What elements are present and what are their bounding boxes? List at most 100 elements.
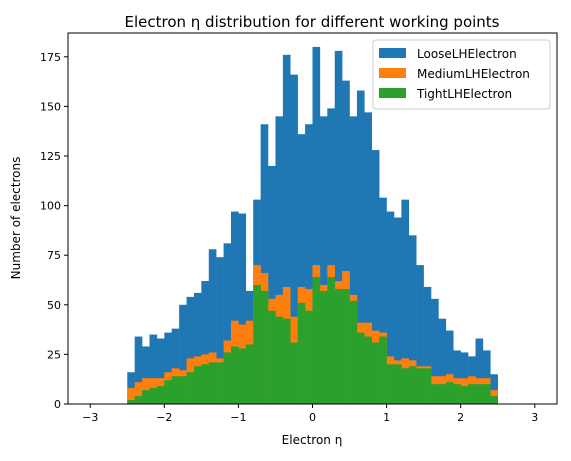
bar-LooseLHElectron-42 xyxy=(438,318,447,404)
bar-LooseLHElectron-39 xyxy=(416,265,424,404)
bar-LooseLHElectron-2 xyxy=(142,346,150,404)
y-tick-label: 50 xyxy=(47,299,61,312)
bar-TightLHElectron-21 xyxy=(282,318,291,404)
bar-TightLHElectron-36 xyxy=(394,364,402,404)
bar-TightLHElectron-31 xyxy=(356,332,365,404)
bar-LooseLHElectron-24 xyxy=(305,124,313,404)
bar-TightLHElectron-19 xyxy=(268,310,276,404)
x-axis-label: Electron η xyxy=(282,433,343,447)
bar-LooseLHElectron-20 xyxy=(275,116,284,404)
x-tick-label: 1 xyxy=(383,411,390,424)
x-tick-label: 2 xyxy=(457,411,464,424)
legend-frame xyxy=(372,39,551,110)
legend-swatch-MediumLHElectron xyxy=(379,68,406,78)
bar-TightLHElectron-17 xyxy=(253,284,261,404)
bar-LooseLHElectron-15 xyxy=(238,213,247,404)
bar-TightLHElectron-35 xyxy=(386,364,395,404)
y-tick-label: 100 xyxy=(40,200,61,213)
bar-TightLHElectron-46 xyxy=(468,384,476,404)
x-axis-ticks: −3 −2 −1 0 1 2 3 xyxy=(82,404,538,424)
bar-TightLHElectron-23 xyxy=(297,302,306,404)
legend-swatch-LooseLHElectron xyxy=(379,48,406,58)
bar-LooseLHElectron-19 xyxy=(268,165,276,404)
bar-TightLHElectron-10 xyxy=(201,364,210,404)
bar-LooseLHElectron-33 xyxy=(371,150,380,404)
series-TightLHElectron xyxy=(127,277,498,404)
bar-LooseLHElectron-5 xyxy=(164,332,172,404)
y-tick-label: 150 xyxy=(40,100,61,113)
bar-TightLHElectron-49 xyxy=(490,396,498,404)
bar-LooseLHElectron-38 xyxy=(408,235,417,404)
bar-LooseLHElectron-3 xyxy=(149,334,158,404)
bar-TightLHElectron-43 xyxy=(445,382,454,404)
bar-TightLHElectron-42 xyxy=(438,384,447,404)
bar-LooseLHElectron-21 xyxy=(282,54,291,404)
bar-LooseLHElectron-36 xyxy=(394,217,402,404)
bar-TightLHElectron-45 xyxy=(460,386,469,404)
y-tick-label: 0 xyxy=(54,398,61,411)
bar-TightLHElectron-6 xyxy=(171,376,180,404)
y-tick-label: 125 xyxy=(40,150,61,163)
bar-TightLHElectron-40 xyxy=(423,368,432,404)
bar-TightLHElectron-12 xyxy=(216,362,224,404)
bar-TightLHElectron-32 xyxy=(364,336,373,404)
bar-LooseLHElectron-41 xyxy=(431,298,439,404)
bar-TightLHElectron-28 xyxy=(334,288,343,404)
bar-LooseLHElectron-34 xyxy=(379,197,387,404)
legend-label-MediumLHElectron: MediumLHElectron xyxy=(417,67,530,81)
bar-TightLHElectron-47 xyxy=(475,384,484,404)
bar-TightLHElectron-24 xyxy=(305,310,313,404)
bar-TightLHElectron-34 xyxy=(379,336,387,404)
x-tick-label: −3 xyxy=(82,411,98,424)
bar-LooseLHElectron-9 xyxy=(193,292,202,404)
bar-TightLHElectron-48 xyxy=(482,384,491,404)
bar-TightLHElectron-27 xyxy=(327,277,335,404)
bar-TightLHElectron-1 xyxy=(134,396,143,404)
bar-LooseLHElectron-22 xyxy=(290,74,298,404)
bar-TightLHElectron-38 xyxy=(408,366,417,404)
bar-LooseLHElectron-35 xyxy=(386,211,395,404)
legend: LooseLHElectron MediumLHElectron TightLHEl… xyxy=(372,39,551,110)
bar-LooseLHElectron-27 xyxy=(327,108,335,404)
y-tick-label: 75 xyxy=(47,249,61,262)
x-tick-label: −2 xyxy=(156,411,172,424)
bar-LooseLHElectron-28 xyxy=(334,50,343,405)
bar-LooseLHElectron-49 xyxy=(490,374,498,404)
bar-TightLHElectron-15 xyxy=(238,348,247,404)
bar-LooseLHElectron-47 xyxy=(475,338,484,404)
bar-TightLHElectron-9 xyxy=(193,366,202,404)
bar-LooseLHElectron-37 xyxy=(401,199,410,404)
y-axis-ticks: 0 25 50 75 100 125 150 175 xyxy=(40,51,68,411)
y-axis-label: Number of electrons xyxy=(9,157,23,280)
legend-label-LooseLHElectron: LooseLHElectron xyxy=(417,47,517,61)
bar-LooseLHElectron-32 xyxy=(364,112,373,405)
bar-LooseLHElectron-11 xyxy=(208,249,217,404)
bar-TightLHElectron-39 xyxy=(416,368,424,404)
bar-TightLHElectron-4 xyxy=(156,386,165,404)
bar-LooseLHElectron-29 xyxy=(342,80,350,405)
bar-LooseLHElectron-12 xyxy=(216,257,224,404)
series-LooseLHElectron xyxy=(127,46,498,405)
bar-LooseLHElectron-13 xyxy=(223,243,232,404)
bar-LooseLHElectron-23 xyxy=(297,134,306,404)
bar-TightLHElectron-22 xyxy=(290,342,298,404)
bar-LooseLHElectron-7 xyxy=(179,304,187,404)
bar-LooseLHElectron-26 xyxy=(319,116,328,404)
bar-LooseLHElectron-40 xyxy=(423,286,432,404)
bar-TightLHElectron-5 xyxy=(164,380,172,404)
bar-LooseLHElectron-25 xyxy=(312,46,321,404)
bar-LooseLHElectron-10 xyxy=(201,280,210,404)
x-tick-label: −1 xyxy=(230,411,246,424)
bar-TightLHElectron-2 xyxy=(142,390,150,404)
bar-TightLHElectron-14 xyxy=(231,346,239,404)
legend-label-TightLHElectron: TightLHElectron xyxy=(416,87,512,101)
bar-LooseLHElectron-30 xyxy=(349,116,358,404)
bar-TightLHElectron-16 xyxy=(245,344,254,404)
bar-LooseLHElectron-1 xyxy=(134,336,143,404)
bar-LooseLHElectron-6 xyxy=(171,328,180,404)
bar-TightLHElectron-18 xyxy=(260,290,269,404)
bar-TightLHElectron-30 xyxy=(349,300,358,404)
bar-TightLHElectron-37 xyxy=(401,368,410,404)
bar-TightLHElectron-7 xyxy=(179,376,187,404)
bar-TightLHElectron-29 xyxy=(342,288,350,404)
